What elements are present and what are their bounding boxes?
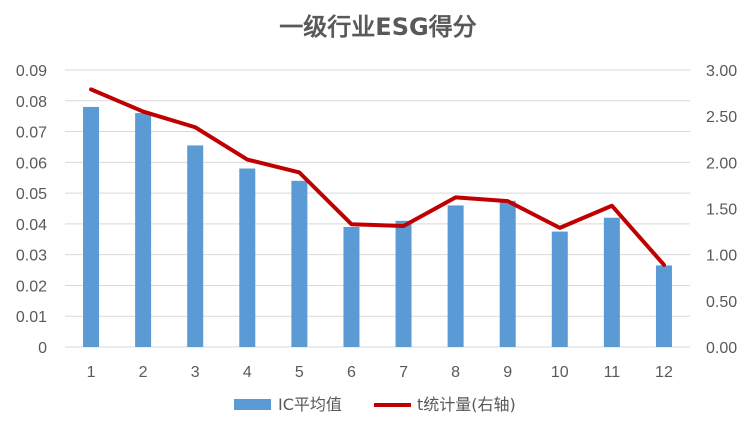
legend-label-ic: IC平均值 — [278, 395, 342, 414]
x-tick-label: 8 — [451, 364, 460, 381]
bar — [291, 180, 308, 347]
line-series — [89, 87, 666, 267]
right-tick-label: 1.50 — [706, 202, 737, 219]
series-line — [89, 87, 666, 267]
legend: IC平均值 t统计量(右轴) — [234, 395, 516, 414]
bar — [187, 145, 204, 347]
legend-label-t: t统计量(右轴) — [417, 395, 516, 414]
bar-series — [83, 106, 672, 347]
bar — [499, 200, 516, 347]
right-tick-label: 0.50 — [706, 294, 737, 311]
right-tick-label: 3.00 — [706, 63, 737, 80]
x-tick-label: 10 — [551, 364, 569, 381]
legend-swatch-ic — [234, 399, 271, 410]
bar — [551, 231, 568, 347]
left-tick-label: 0.01 — [16, 309, 47, 326]
gridlines — [65, 69, 690, 348]
left-tick-label: 0.04 — [16, 217, 47, 234]
left-tick-label: 0.09 — [16, 63, 47, 80]
left-tick-label: 0.05 — [16, 186, 47, 203]
right-tick-label: 2.50 — [706, 109, 737, 126]
x-tick-label: 2 — [139, 364, 148, 381]
x-tick-label: 12 — [655, 364, 673, 381]
chart-title: 一级行业ESG得分 — [279, 13, 476, 41]
left-tick-label: 0.03 — [16, 248, 47, 265]
right-tick-label: 1.00 — [706, 248, 737, 265]
left-axis: 0 0.01 0.02 0.03 0.04 0.05 0.06 0.07 0.08 0.09 — [16, 63, 47, 357]
left-tick-label: 0 — [38, 340, 47, 357]
bar — [655, 265, 672, 347]
x-tick-label: 6 — [347, 364, 356, 381]
left-tick-label: 0.02 — [16, 278, 47, 295]
right-tick-label: 2.00 — [706, 155, 737, 172]
x-tick-label: 9 — [503, 364, 512, 381]
x-tick-label: 7 — [399, 364, 408, 381]
bar — [603, 217, 620, 347]
x-tick-label: 1 — [87, 364, 96, 381]
left-tick-label: 0.07 — [16, 125, 47, 142]
x-tick-label: 4 — [243, 364, 252, 381]
bar — [343, 226, 360, 347]
x-axis: 1 2 3 4 5 6 7 8 9 10 11 12 — [87, 364, 673, 381]
right-axis: 0.00 0.50 1.00 1.50 2.00 2.50 3.00 — [706, 63, 737, 357]
left-tick-label: 0.06 — [16, 155, 47, 172]
bar — [395, 220, 412, 347]
bar — [447, 205, 464, 347]
bar — [135, 113, 152, 347]
bar — [83, 106, 100, 347]
right-tick-label: 0.00 — [706, 340, 737, 357]
bar — [239, 168, 256, 347]
x-tick-label: 5 — [295, 364, 304, 381]
x-tick-label: 11 — [604, 364, 621, 381]
x-tick-label: 3 — [191, 364, 200, 381]
left-tick-label: 0.08 — [16, 94, 47, 111]
